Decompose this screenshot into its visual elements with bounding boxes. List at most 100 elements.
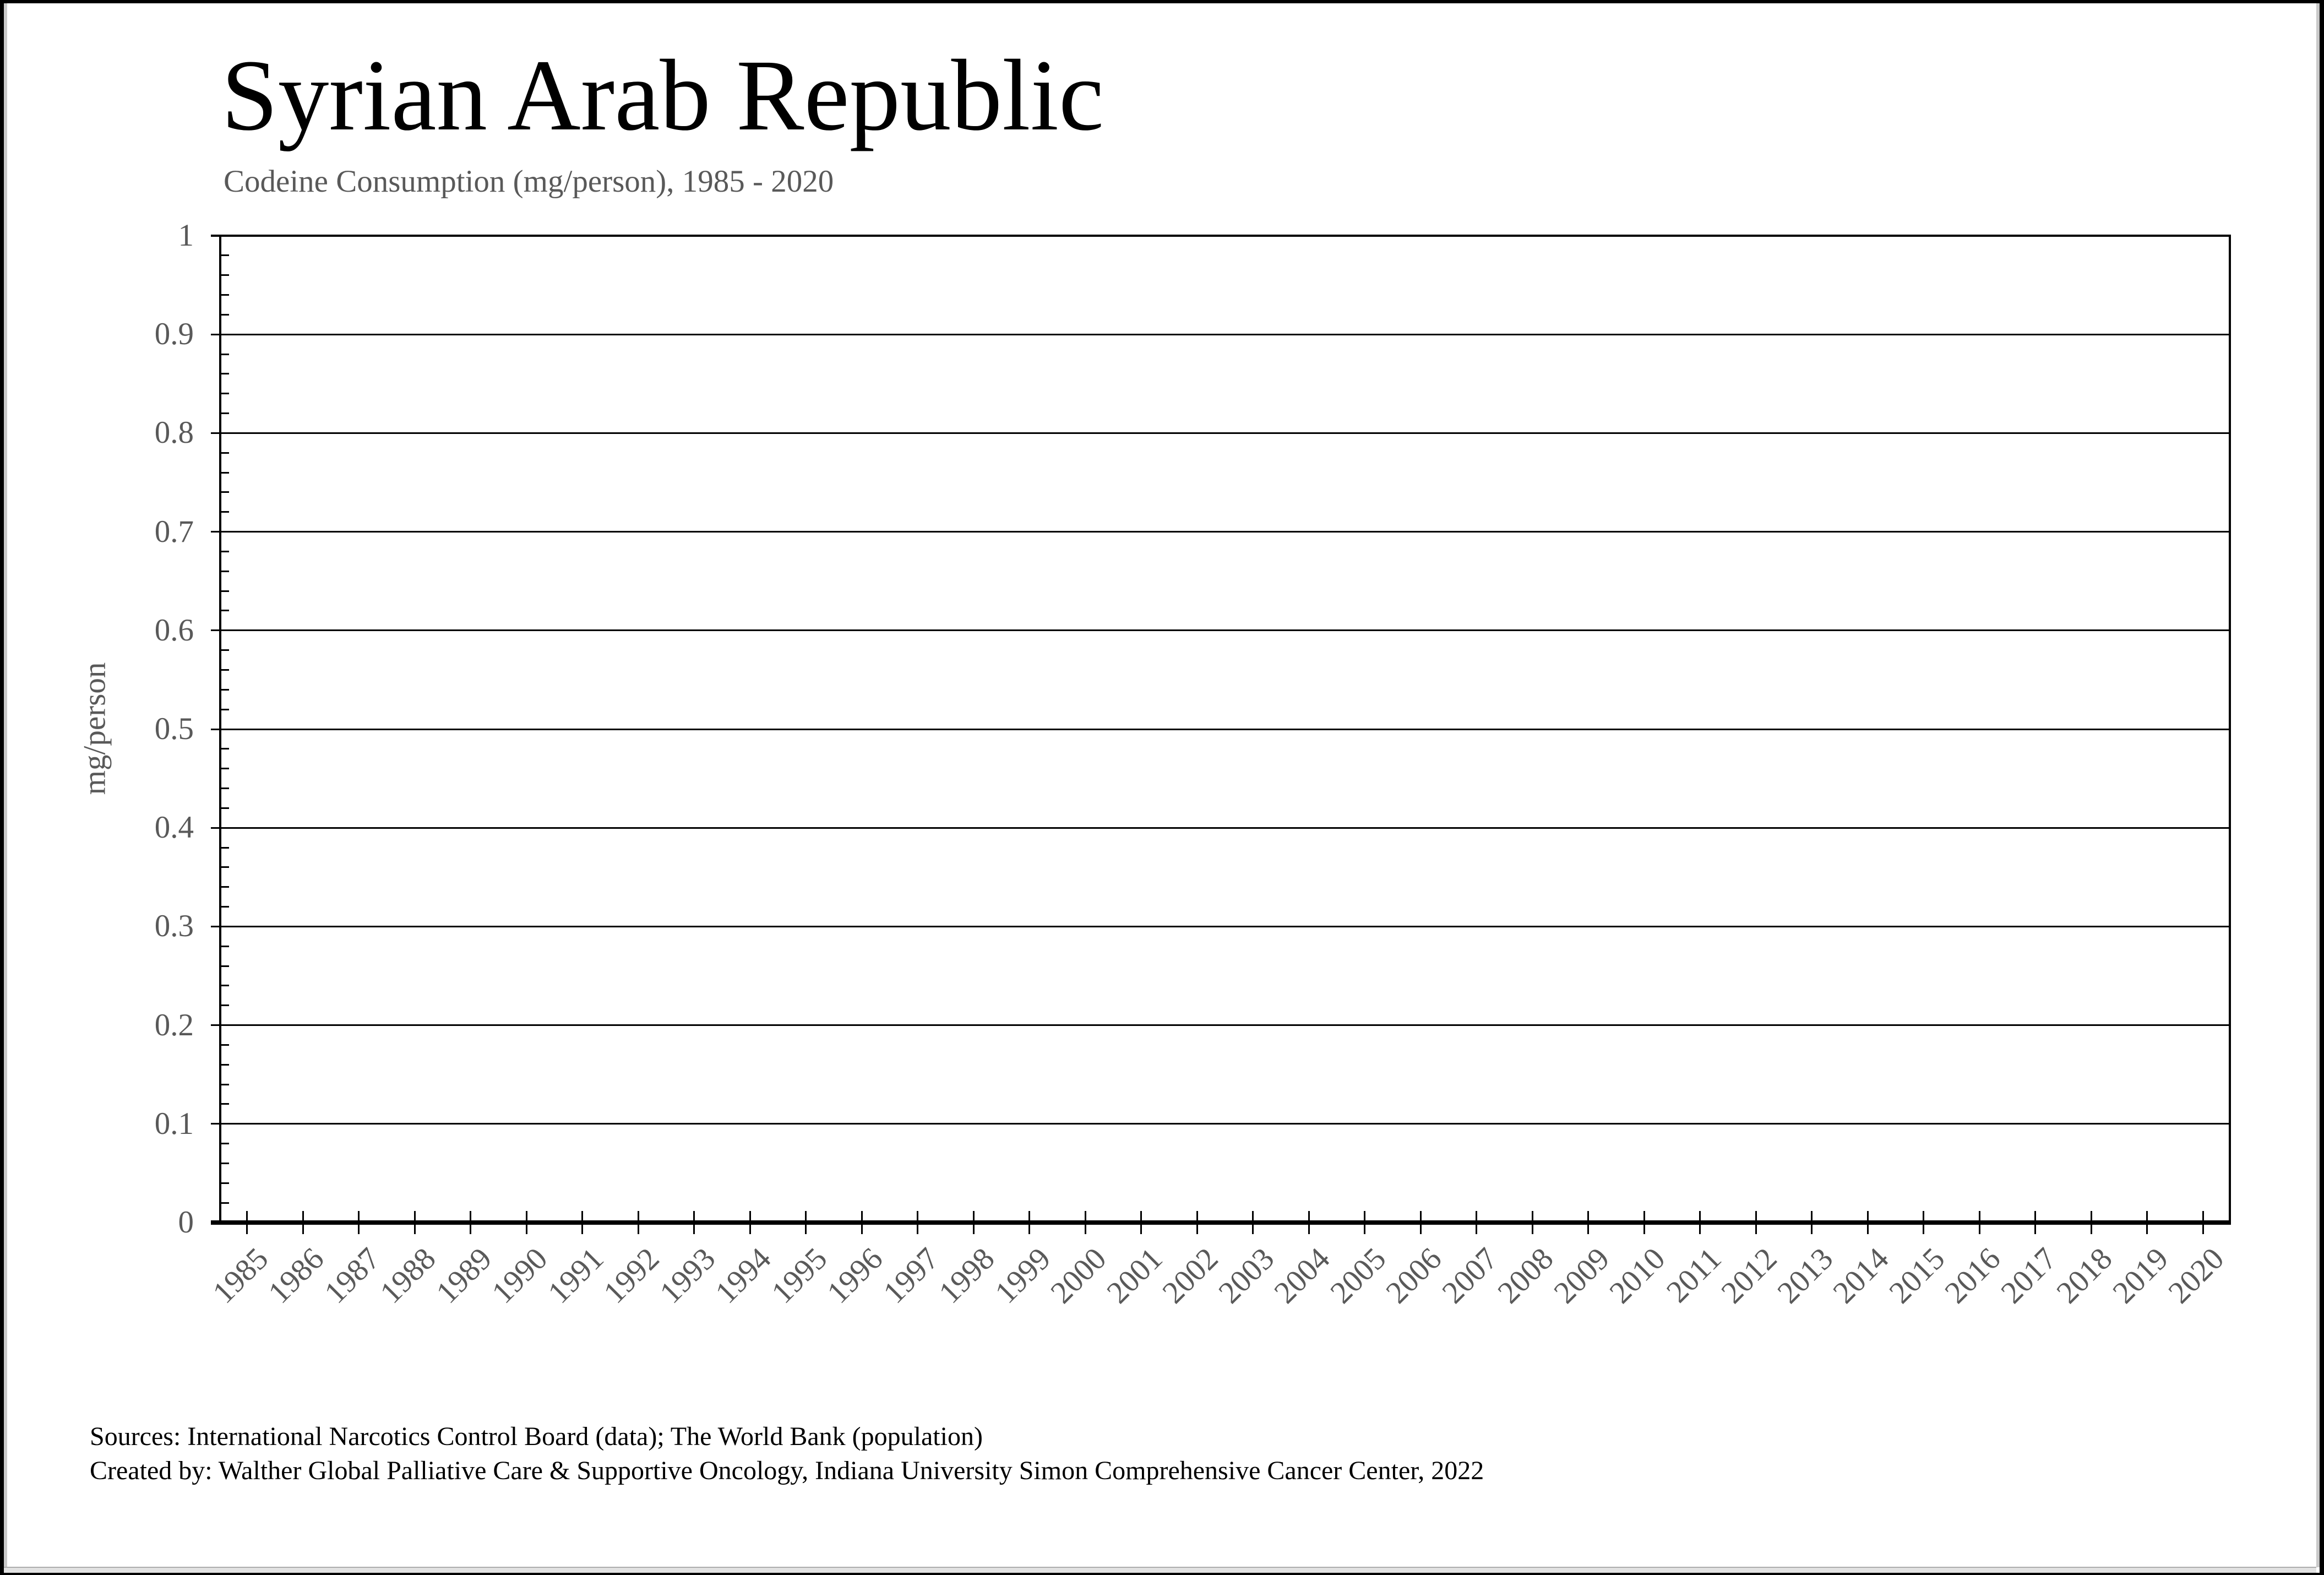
y-tick-label: 0.8 [154,415,194,450]
y-tick-label: 0.6 [154,613,194,648]
y-minor-tick [221,511,229,513]
y-tick-label: 0 [178,1205,194,1240]
y-gridline [211,334,2231,335]
x-tick [2034,1211,2036,1234]
y-minor-tick [221,669,229,671]
y-tick-label: 0.4 [154,810,194,845]
y-minor-tick [221,768,229,769]
x-tick [302,1211,304,1234]
footer-sources: Sources: International Narcotics Control… [90,1422,983,1451]
x-tick [805,1211,807,1234]
y-minor-tick [221,472,229,474]
y-gridline [211,432,2231,434]
y-minor-tick [221,551,229,552]
y-gridline [211,629,2231,631]
y-gridline [211,926,2231,927]
y-minor-tick [221,274,229,276]
x-tick [1028,1211,1030,1234]
y-gridline [211,827,2231,829]
y-tick-label: 0.3 [154,909,194,943]
y-gridline [211,235,2231,237]
x-tick [1923,1211,1924,1234]
y-minor-tick [221,1182,229,1184]
y-minor-tick [221,709,229,710]
y-tick-label: 1 [178,218,194,253]
y-minor-tick [221,294,229,296]
y-minor-tick [221,1163,229,1164]
y-minor-tick [221,373,229,374]
x-tick [1420,1211,1422,1234]
y-minor-tick [221,452,229,454]
y-gridline [211,1123,2231,1125]
x-tick [638,1211,639,1234]
y-minor-tick [221,393,229,394]
y-minor-tick [221,571,229,572]
x-tick [1085,1211,1086,1234]
x-tick [581,1211,583,1234]
y-tick-label: 0.1 [154,1106,194,1141]
x-tick [1140,1211,1142,1234]
y-tick-label: 0.5 [154,712,194,746]
window-inner-shadow-right [2316,3,2320,1567]
x-tick [1364,1211,1365,1234]
y-gridline [211,729,2231,730]
x-tick [414,1211,416,1234]
x-tick [1811,1211,1813,1234]
plot-right-border [2229,236,2231,1225]
y-minor-tick [221,354,229,355]
window-border-bottom [0,1573,2324,1575]
window-border-top [0,0,2324,3]
chart-subtitle: Codeine Consumption (mg/person), 1985 - … [224,164,834,199]
window-inner-shadow-left [4,3,7,1567]
y-minor-tick [221,1143,229,1144]
x-tick [693,1211,695,1234]
y-minor-tick [221,689,229,691]
x-tick [973,1211,975,1234]
footer-created-by: Created by: Walther Global Palliative Ca… [90,1456,1484,1485]
y-axis-line [219,236,221,1225]
y-tick-label: 0.9 [154,317,194,351]
x-tick [2146,1211,2148,1234]
y-minor-tick [221,847,229,849]
x-tick [1699,1211,1701,1234]
y-minor-tick [221,788,229,789]
x-tick [246,1211,248,1234]
y-minor-tick [221,1084,229,1085]
horizontal-scrollbar[interactable] [4,1567,2316,1574]
x-tick [1196,1211,1198,1234]
y-gridline [211,1024,2231,1026]
y-minor-tick [221,314,229,316]
y-minor-tick [221,866,229,868]
x-tick [1643,1211,1645,1234]
y-minor-tick [221,807,229,809]
x-axis-line [211,1220,2231,1225]
x-tick [1587,1211,1589,1234]
x-tick [2202,1211,2204,1234]
page-title: Syrian Arab Republic [221,39,1104,152]
x-tick [917,1211,918,1234]
y-minor-tick [221,748,229,750]
x-tick [1308,1211,1310,1234]
x-tick [1476,1211,1477,1234]
x-tick [1532,1211,1533,1234]
x-tick [861,1211,863,1234]
y-minor-tick [221,412,229,414]
y-tick-label: 0.7 [154,514,194,549]
x-tick [1252,1211,1254,1234]
x-tick [1755,1211,1757,1234]
window-border-left [0,0,4,1575]
y-minor-tick [221,946,229,947]
y-tick-label: 0.2 [154,1008,194,1042]
window-border-right [2320,0,2324,1575]
x-tick [358,1211,360,1234]
x-tick [526,1211,527,1234]
x-tick [1979,1211,1980,1234]
y-minor-tick [221,965,229,967]
y-gridline [211,531,2231,533]
x-tick [1867,1211,1869,1234]
y-minor-tick [221,1103,229,1105]
x-tick [470,1211,471,1234]
y-minor-tick [221,1004,229,1006]
x-tick [749,1211,751,1234]
